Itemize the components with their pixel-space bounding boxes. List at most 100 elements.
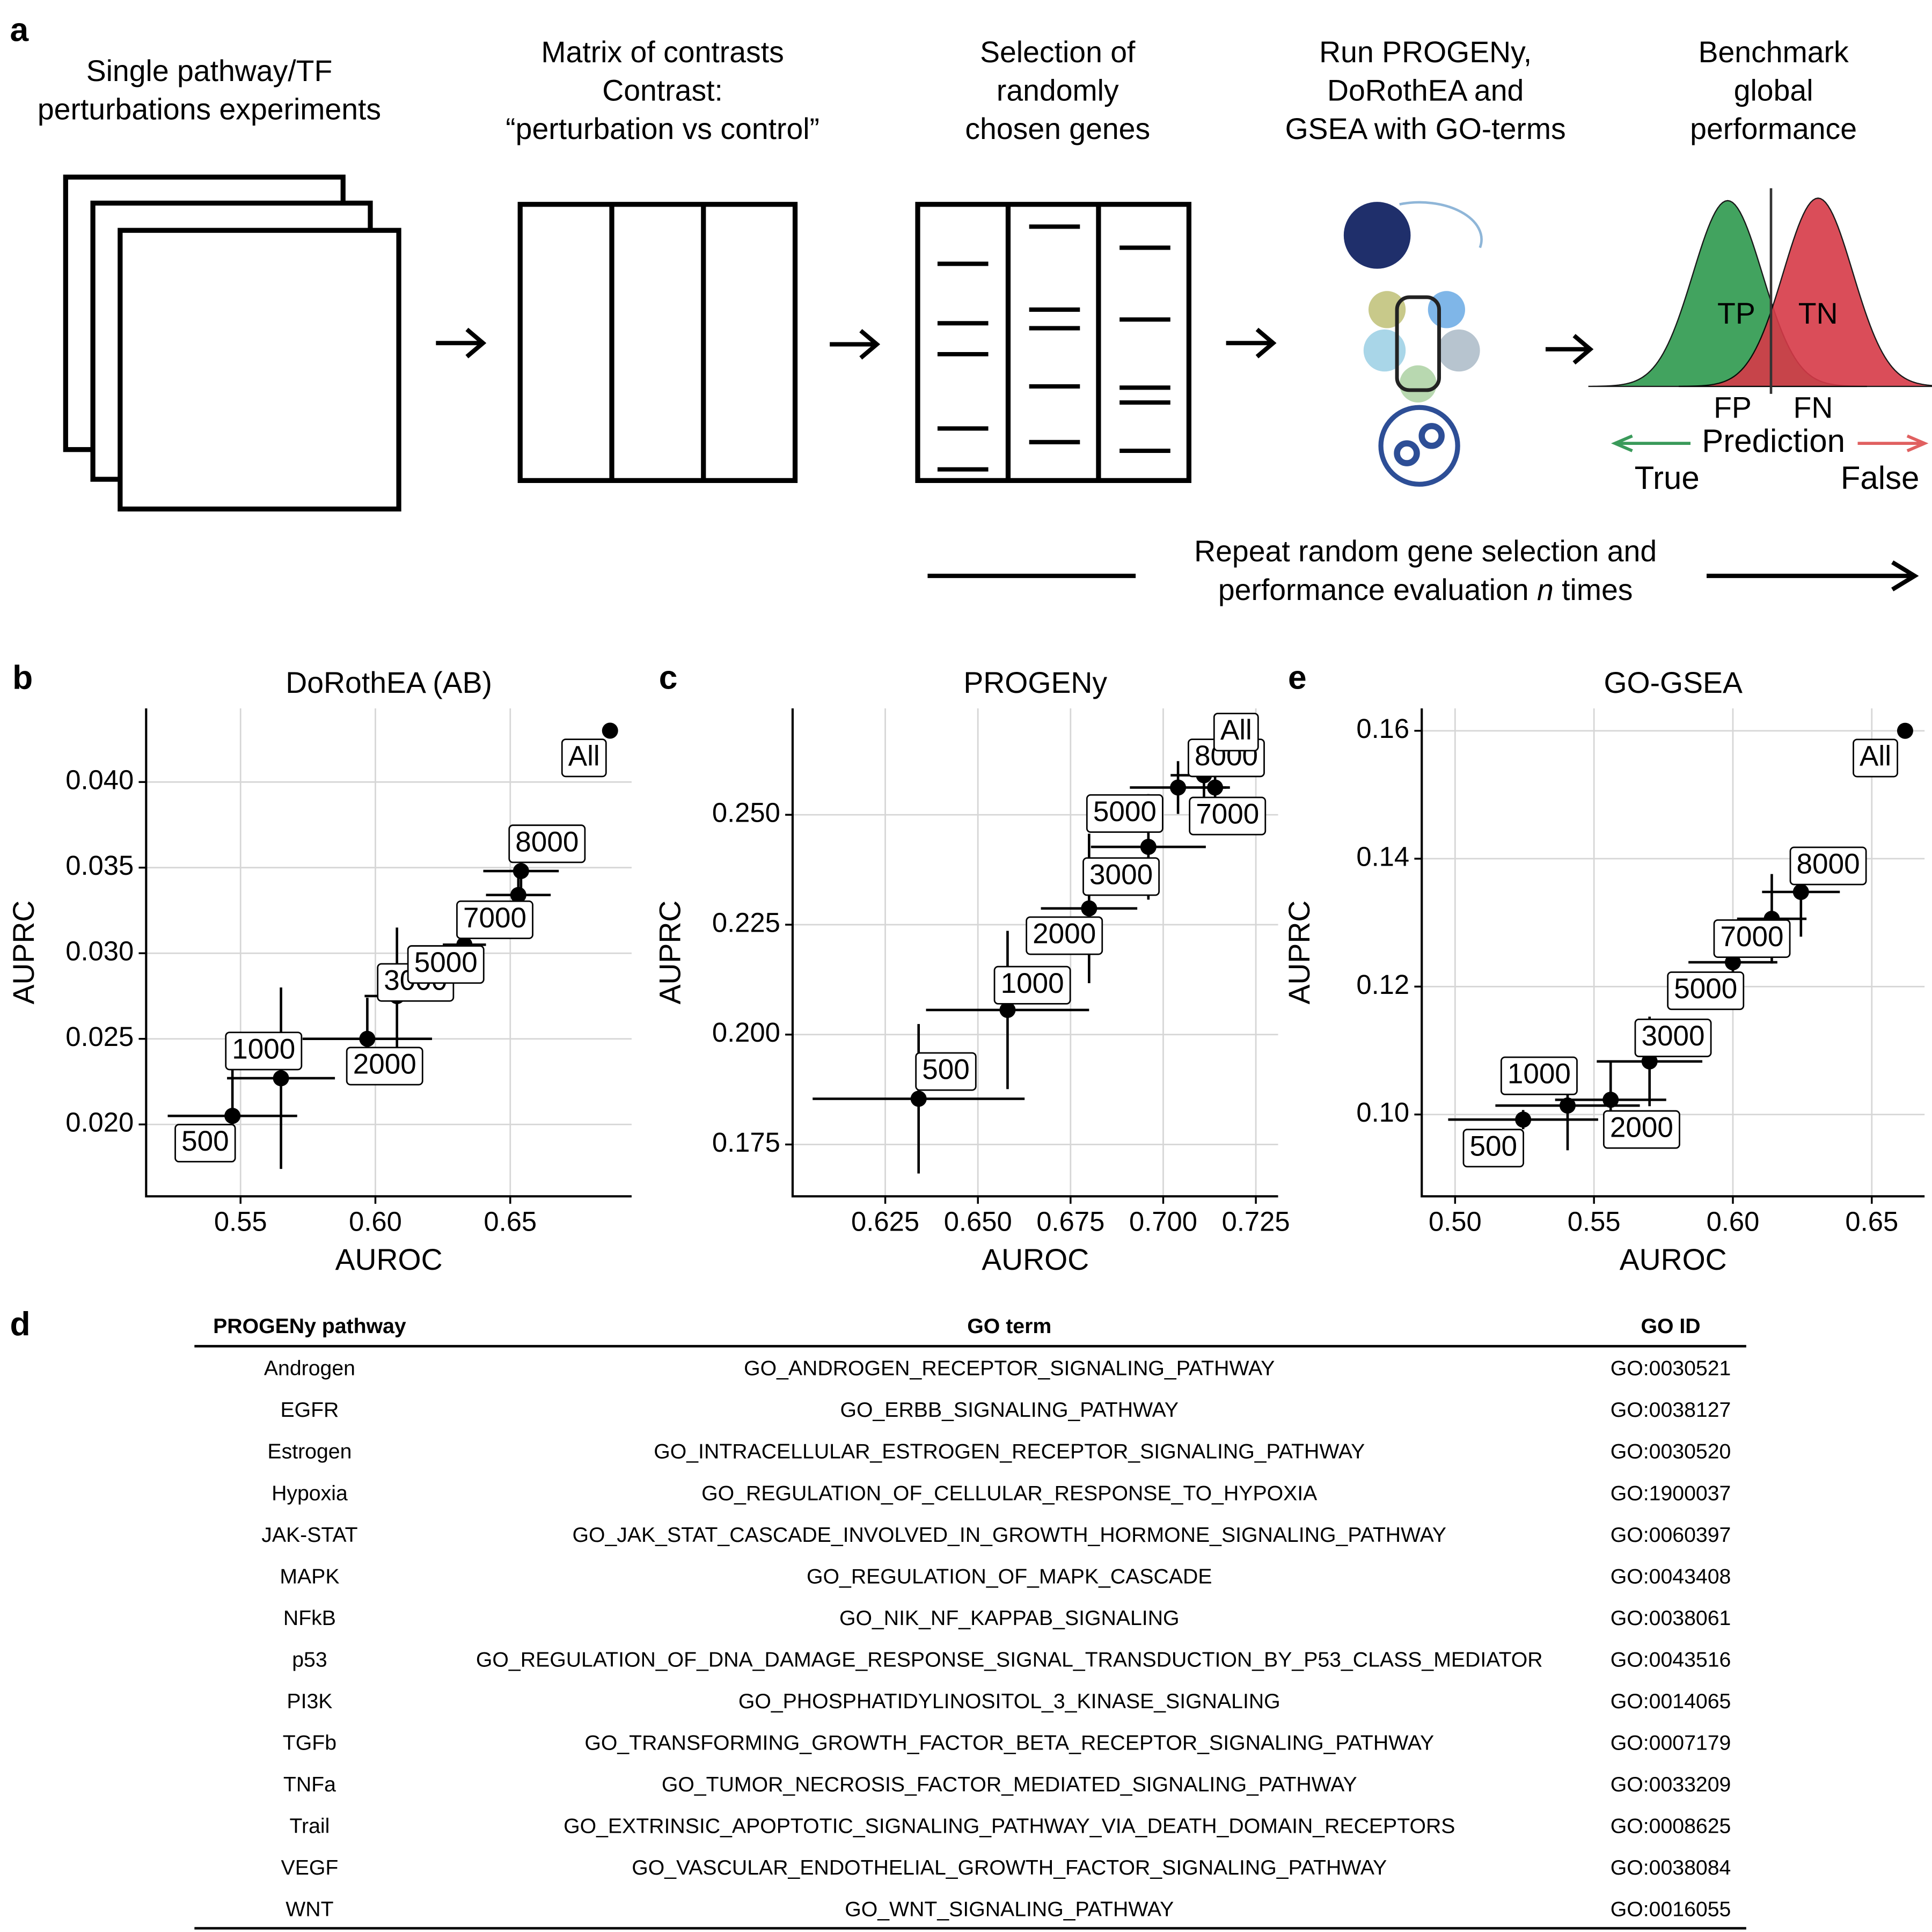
x-tick-label: 0.65: [484, 1206, 537, 1236]
table-cell: GO:0038127: [1611, 1398, 1731, 1422]
point-label: 1000: [232, 1033, 295, 1065]
label-box: [993, 965, 1071, 1005]
table-header: GO term: [967, 1314, 1051, 1338]
table-cell: GO_NIK_NF_KAPPAB_SIGNALING: [839, 1606, 1180, 1630]
point: [510, 887, 526, 903]
y-tick-label: 0.040: [65, 765, 134, 795]
panel-label: a: [10, 11, 29, 48]
y-tick-label: 0.200: [712, 1017, 780, 1048]
point-label: 8000: [1797, 848, 1860, 880]
table-cell: GO:0043516: [1611, 1648, 1731, 1671]
repeat-text-part: n: [1537, 573, 1554, 606]
dorothea-logo: [1363, 291, 1480, 402]
point-label: 5000: [1093, 796, 1157, 828]
point-label: 2000: [353, 1049, 416, 1080]
table-cell: GO_TRANSFORMING_GROWTH_FACTOR_BETA_RECEP…: [584, 1731, 1434, 1755]
label-box: [1853, 738, 1898, 778]
x-tick-label: 0.675: [1036, 1206, 1104, 1236]
table-cell: GO:0008625: [1611, 1814, 1731, 1838]
table-cell: MAPK: [280, 1564, 339, 1588]
point-label: All: [1860, 740, 1891, 772]
x-tick-label: 0.725: [1222, 1206, 1290, 1236]
prediction-label: True: [1635, 460, 1700, 496]
label-box: [1189, 796, 1267, 836]
repeat-text: performance evaluation n times: [1218, 573, 1633, 606]
true-arrow: [1611, 434, 1690, 452]
label-box: [1462, 1129, 1524, 1168]
panel-label: e: [1288, 659, 1307, 696]
point: [1897, 722, 1913, 739]
chart: b DoRothEA (AB) 0.55 0.60 0.65 0.020 0.025 0.03…: [7, 659, 632, 1276]
point: [224, 1108, 241, 1124]
table-cell: GO_REGULATION_OF_DNA_DAMAGE_RESPONSE_SIG…: [476, 1648, 1543, 1671]
label-box: [508, 824, 586, 863]
table-cell: GO:1900037: [1611, 1481, 1731, 1505]
point: [1515, 1111, 1532, 1128]
point-label: 7000: [463, 902, 526, 934]
step-text: performance: [1690, 112, 1857, 145]
step-text: global: [1734, 74, 1813, 107]
table-header: GO ID: [1641, 1314, 1701, 1338]
table-header: PROGENy pathway: [213, 1314, 406, 1338]
table-cell: GO_INTRACELLULAR_ESTROGEN_RECEPTOR_SIGNA…: [654, 1440, 1365, 1463]
point-label: 5000: [414, 947, 478, 978]
charts: b DoRothEA (AB) 0.55 0.60 0.65 0.020 0.025 0.03…: [7, 659, 1925, 1276]
workflow-graphics: [63, 174, 1932, 591]
prediction-label: FP: [1714, 391, 1752, 424]
table-cell: TNFa: [283, 1773, 336, 1796]
step-text: randomly: [997, 74, 1119, 107]
chart-title: PROGENy: [963, 666, 1107, 699]
x-tick-label: 0.65: [1845, 1206, 1898, 1236]
axis-line: [145, 708, 632, 1198]
x-tick-label: 0.650: [944, 1206, 1012, 1236]
y-tick-label: 0.030: [65, 936, 134, 967]
point-label: 1000: [1507, 1058, 1571, 1090]
table-cell: NFkB: [283, 1606, 336, 1630]
y-tick-label: 0.14: [1356, 841, 1409, 872]
table-cell: Hypoxia: [272, 1481, 348, 1505]
table-cell: GO:0007179: [1611, 1731, 1731, 1755]
step-text: Selection of: [980, 35, 1136, 69]
table-cell: GO:0060397: [1611, 1523, 1731, 1547]
label-box: [561, 738, 607, 778]
label-box: [1213, 713, 1259, 752]
y-tick-label: 0.250: [712, 797, 780, 828]
panel-label: c: [659, 659, 678, 696]
prediction-label: False: [1841, 460, 1920, 496]
point-label: 3000: [1089, 859, 1153, 890]
step-text: Run PROGENy,: [1319, 35, 1532, 69]
x-axis-title: AUROC: [982, 1243, 1089, 1276]
label-box: [1602, 1110, 1680, 1149]
matrix: [517, 202, 798, 483]
axis-line: [1421, 708, 1925, 1198]
table-cell: GO:0014065: [1611, 1689, 1731, 1713]
repeat-text-part: times: [1554, 573, 1633, 606]
point: [1559, 1097, 1576, 1114]
false-arrow: [1857, 434, 1929, 452]
table-cell: GO:0030520: [1611, 1440, 1731, 1463]
x-axis-title: AUROC: [335, 1243, 443, 1276]
table-cell: VEGF: [281, 1856, 339, 1879]
progeny-logo: [1343, 202, 1411, 269]
prediction-distributions: [1588, 197, 1932, 387]
label-box: [1634, 1018, 1712, 1057]
arrows: [436, 327, 1594, 365]
x-tick-label: 0.60: [1707, 1206, 1760, 1236]
point-label: 3000: [1642, 1020, 1705, 1052]
table-cell: GO:0033209: [1611, 1773, 1731, 1796]
step-text: GSEA with GO-terms: [1285, 112, 1566, 145]
prediction-label: TP: [1717, 297, 1755, 330]
point: [1724, 954, 1741, 971]
chart: e GO-GSEA 0.50 0.55 0.60 0.65 0.10 0.12 0.14 0.16…: [1283, 659, 1925, 1276]
point-label: 8000: [515, 826, 579, 858]
point: [513, 863, 529, 880]
point: [1792, 884, 1809, 901]
table-cell: Estrogen: [267, 1440, 352, 1463]
table-cell: GO:0038084: [1611, 1856, 1731, 1879]
label-box: [1086, 794, 1163, 833]
label-box: [174, 1124, 236, 1163]
point-label: 500: [922, 1054, 970, 1086]
step-text: perturbations experiments: [38, 92, 381, 126]
repeat-text-part: performance evaluation: [1218, 573, 1537, 606]
